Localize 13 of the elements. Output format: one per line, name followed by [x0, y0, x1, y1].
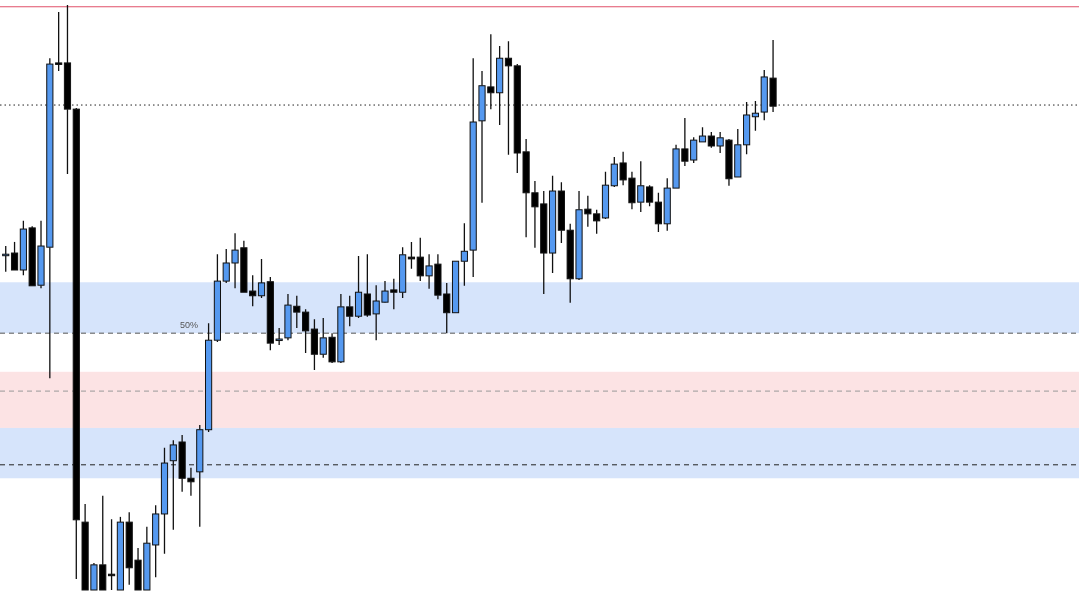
- candlestick: [407, 241, 416, 270]
- candlestick: [310, 318, 319, 371]
- candlestick: [63, 4, 72, 175]
- candlestick: [460, 222, 468, 287]
- candlestick: [504, 40, 513, 156]
- candlestick: [72, 108, 80, 580]
- candlestick: [160, 447, 169, 555]
- candlestick: [751, 100, 760, 132]
- annotation: 50%: [180, 320, 199, 331]
- candlestick: [469, 57, 477, 278]
- candlestick: [257, 258, 266, 299]
- candlestick: [354, 255, 363, 319]
- candlestick: [548, 175, 557, 274]
